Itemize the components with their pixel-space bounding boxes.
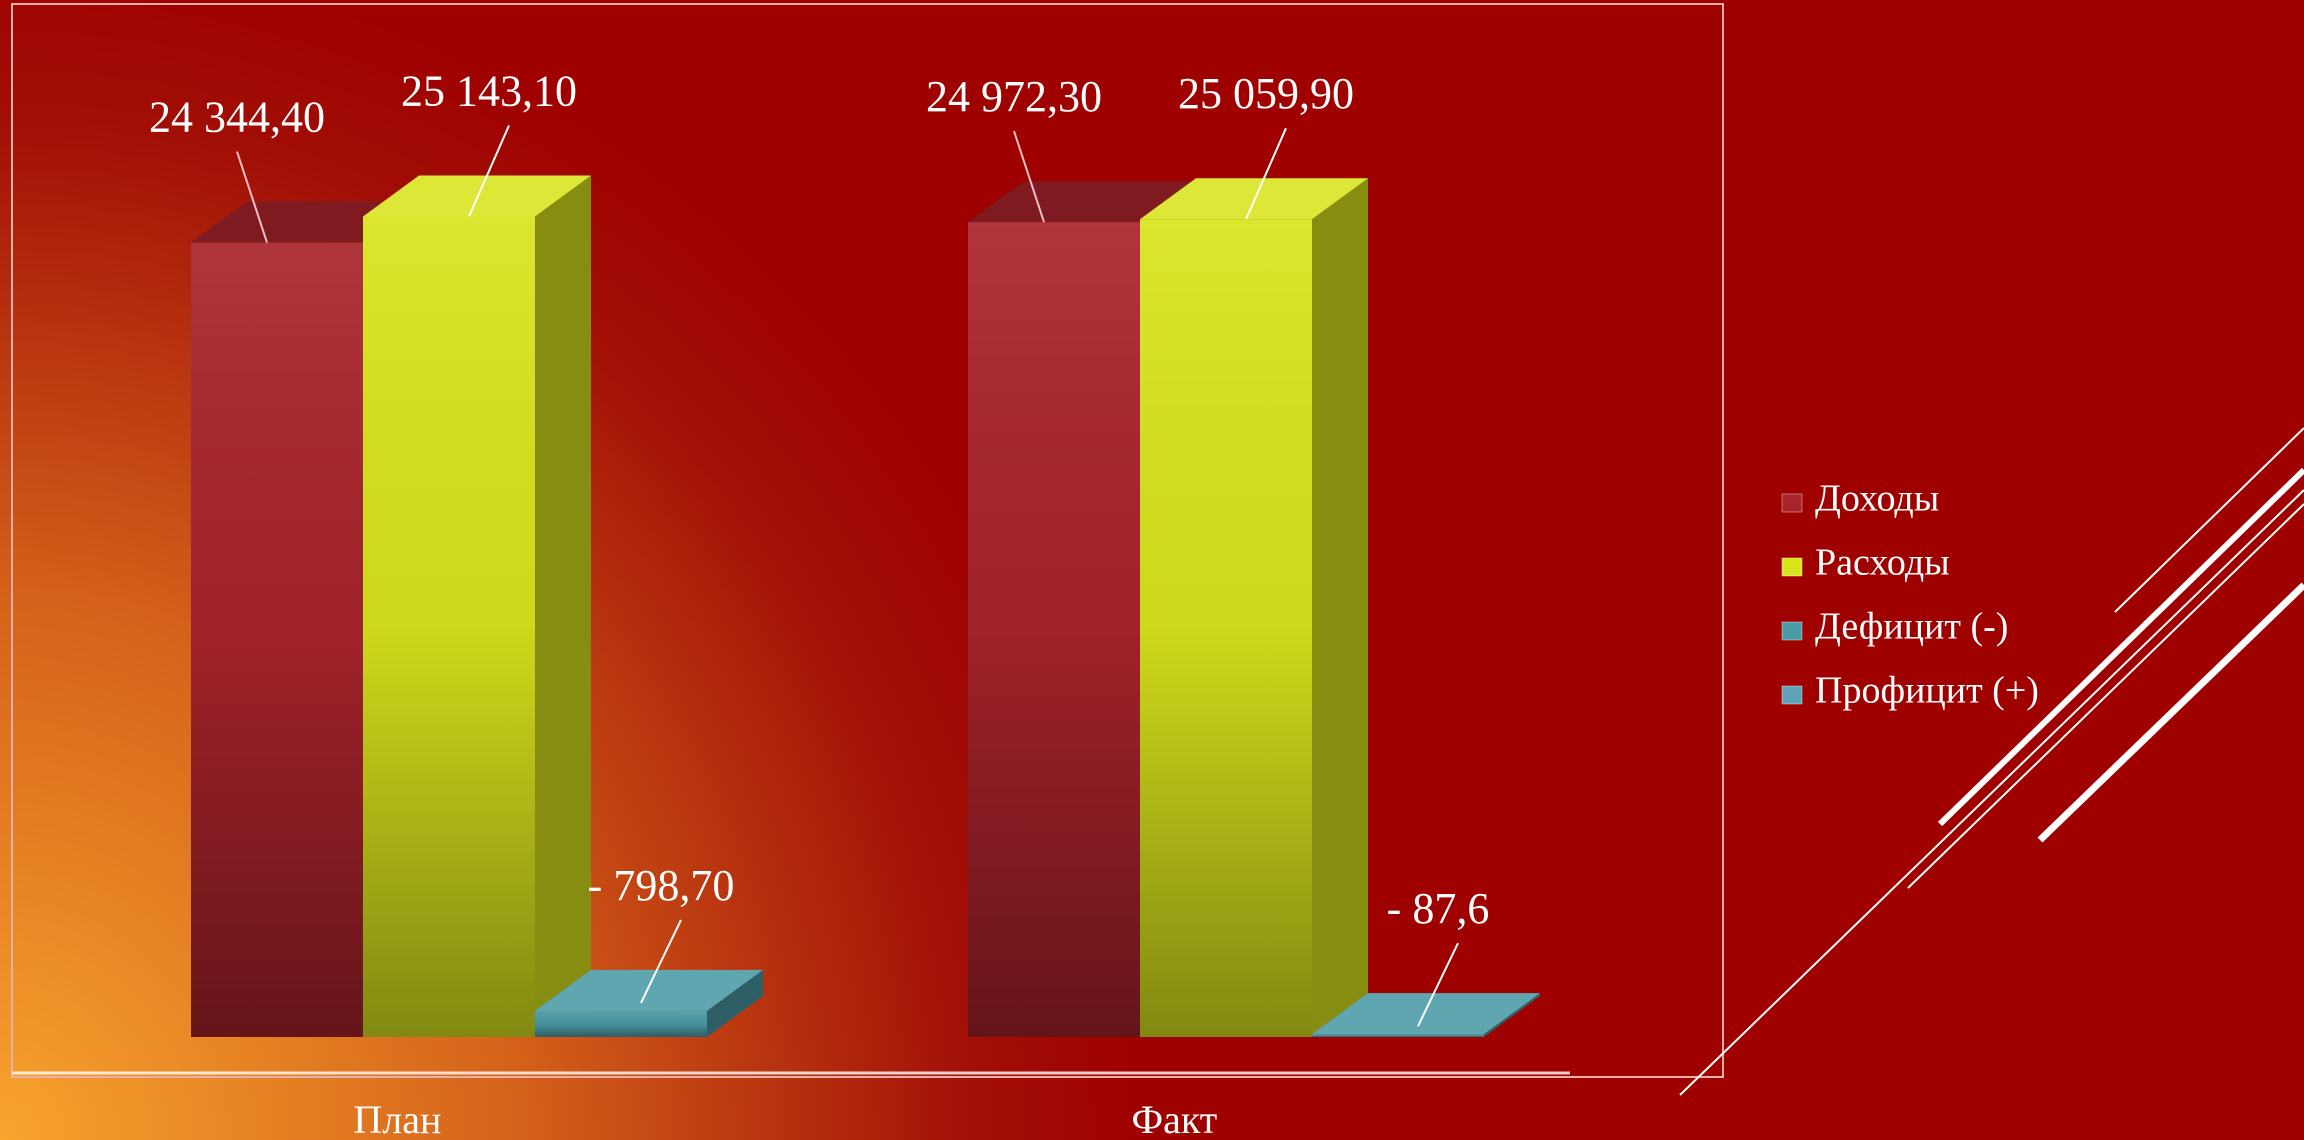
bar-top [968,181,1196,223]
decoration [1679,427,2304,1096]
bar-top-shade [1312,993,1540,1035]
leader-line [1013,130,1045,223]
plot-border [11,3,1724,1078]
bar-3d [363,175,591,1038]
bar-top-shade [535,969,763,1011]
bar-3d [1312,993,1540,1037]
bar-side-shade [1484,993,1540,1037]
bar-side-shade [1312,178,1368,1038]
bar-shade [1312,1034,1484,1037]
data-label: 24 972,30 [926,72,1102,121]
data-label: 24 344,40 [149,93,325,142]
bar-shade [363,216,535,1038]
bar-shade [191,242,363,1037]
bar-side [707,969,763,1037]
bar-shade [535,1010,707,1037]
x-tick-label: Факт [1132,1097,1218,1140]
bar-top [191,201,419,243]
data-label: 25 059,90 [1178,69,1354,118]
legend-label: Дефицит (-) [1815,606,2008,648]
data-label: - 798,70 [588,861,735,910]
bar-top [535,969,763,1011]
data-label: - 87,6 [1387,884,1490,933]
bar-3d [535,969,763,1037]
legend-label: Доходы [1815,478,1939,520]
bar-side-shade [707,969,763,1037]
leader-line [1417,942,1459,1027]
legend-label: Профицит (+) [1815,670,2039,712]
bar-top [1312,993,1540,1035]
leader-line [468,125,510,217]
x-tick-label: План [353,1097,441,1140]
legend-swatch [1781,557,1803,577]
bar-3d [1140,178,1368,1038]
bar-side-shade [535,175,591,1038]
legend-swatch [1781,493,1803,513]
data-label: 25 143,10 [401,66,577,115]
bar-shade [1140,219,1312,1038]
legend-label: Расходы [1815,542,1950,584]
bar-shade [968,222,1140,1037]
legend-swatch [1781,685,1803,705]
bar-top-shade [191,201,419,243]
bar-side [1484,993,1540,1037]
leader-line [236,151,268,243]
bar-top-shade [968,181,1196,223]
leader-line [640,919,682,1004]
bar-side [535,175,591,1038]
bar-side [1312,178,1368,1038]
legend-swatch [1781,621,1803,641]
leader-line [1245,127,1287,220]
